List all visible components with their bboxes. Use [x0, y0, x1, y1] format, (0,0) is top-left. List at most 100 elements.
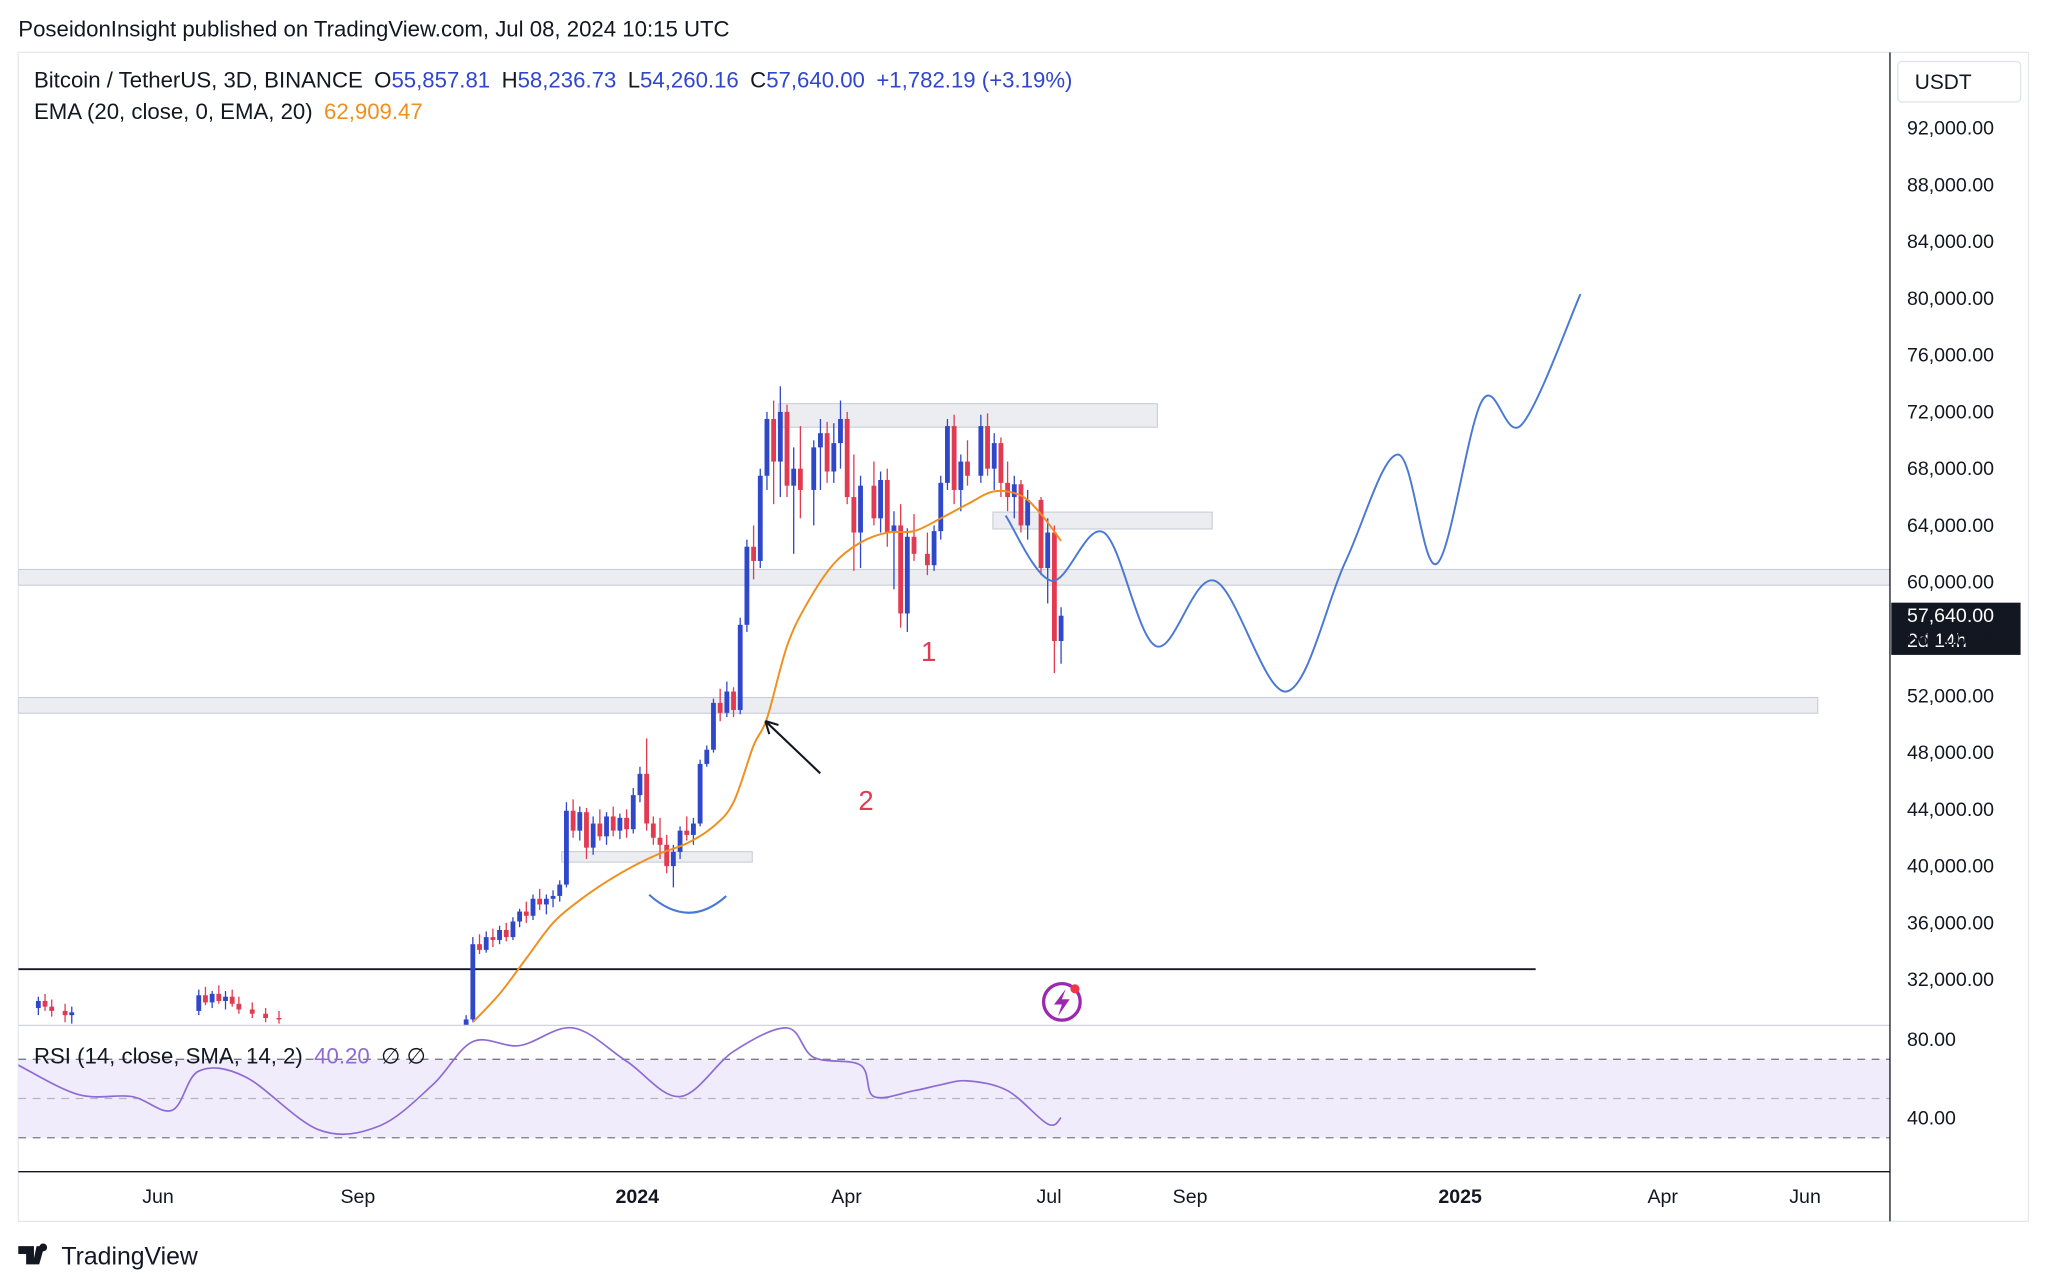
candle-body — [1058, 615, 1064, 642]
candle-body — [1038, 499, 1044, 569]
candle-body — [818, 433, 823, 448]
candle-body — [985, 426, 990, 469]
rsi-lines — [18, 1027, 1062, 1136]
candle-body — [771, 418, 777, 462]
candle-body — [931, 531, 937, 566]
ohlc-key: C — [750, 68, 766, 93]
y-tick-label: 48,000.00 — [1907, 742, 1994, 764]
y-tick-label: 84,000.00 — [1907, 231, 1994, 253]
chart-frame — [17, 51, 2030, 1222]
symbol-legend: Bitcoin / TetherUS, 3D, BINANCE O55,857.… — [34, 68, 1072, 93]
annotation: 2 — [858, 785, 873, 816]
currency-button[interactable] — [1897, 60, 2022, 103]
y-tick-label: 40,000.00 — [1907, 856, 1994, 878]
candle-body — [196, 995, 202, 1011]
x-tick-label: Sep — [1173, 1186, 1208, 1208]
candle-body — [604, 816, 609, 837]
candle-body — [463, 1019, 469, 1026]
candle-body — [69, 1012, 75, 1016]
candle-body — [911, 536, 917, 554]
x-tick-label: Jun — [142, 1186, 174, 1208]
series-line — [472, 489, 1062, 1023]
candle-body — [42, 1000, 48, 1007]
candle-body — [1011, 484, 1017, 498]
y-tick-label: 32,000.00 — [1907, 969, 1994, 991]
y-tick-label: 92,000.00 — [1907, 118, 1994, 140]
zone — [18, 568, 1890, 586]
candle-body — [477, 944, 482, 950]
zone — [777, 403, 1158, 428]
candle-body — [236, 1003, 242, 1010]
candle-body — [670, 851, 676, 867]
candle-body — [677, 830, 683, 852]
ohlc-value: 57,640.00 — [766, 68, 865, 93]
y-tick-label: 44,000.00 — [1907, 799, 1994, 821]
candle-body — [791, 468, 797, 486]
candle-body — [811, 447, 817, 490]
candle-body — [517, 911, 523, 922]
candle-body — [263, 1013, 269, 1019]
candle-body — [483, 937, 489, 950]
candle-body — [597, 823, 603, 837]
rsi-pane — [18, 1058, 1890, 1139]
candle-body — [657, 837, 663, 845]
rsi-tick-label: 80.00 — [1907, 1029, 1956, 1051]
candle-body — [630, 795, 636, 830]
candle-body — [62, 1010, 68, 1016]
candle-body — [223, 996, 228, 1001]
candle-body — [904, 536, 910, 614]
candle-body — [731, 691, 736, 710]
rsi-value: 40.20 — [314, 1043, 370, 1068]
candle-body — [1051, 532, 1057, 642]
candle-body — [777, 411, 783, 462]
last-price-tag: 57,640.00 2d 14h — [1891, 602, 2021, 655]
arrow — [764, 720, 821, 775]
y-tick-label: 88,000.00 — [1907, 174, 1994, 196]
candle-body — [744, 546, 750, 625]
candle-body — [831, 443, 837, 472]
x-tick-label: Apr — [1647, 1186, 1678, 1208]
candle-body — [704, 749, 710, 764]
ohlc-key: L — [628, 68, 640, 93]
candle-body — [209, 993, 215, 1003]
y-tick-label: 60,000.00 — [1907, 572, 1994, 594]
rsi-name: RSI (14, close, SMA, 14, 2) — [34, 1043, 303, 1068]
publish-header: PoseidonInsight published on TradingView… — [18, 17, 729, 42]
candle-body — [717, 702, 723, 713]
candles — [35, 386, 1064, 1026]
series-line — [1004, 293, 1582, 693]
candle-body — [898, 525, 904, 614]
ohlc-key: O — [374, 68, 391, 93]
rsi-legend: RSI (14, close, SMA, 14, 2) 40.20 ∅ ∅ — [34, 1043, 426, 1068]
candle-body — [564, 810, 569, 885]
candle-body — [951, 426, 957, 490]
zone — [561, 851, 753, 863]
candle-body — [503, 929, 509, 938]
zone — [18, 696, 1819, 714]
ohlc-key: H — [502, 68, 518, 93]
candle-body — [924, 553, 930, 566]
x-tick-label: 2025 — [1438, 1186, 1482, 1208]
candle-body — [577, 812, 583, 831]
candle-body — [945, 426, 950, 483]
candle-body — [858, 485, 863, 533]
candle-body — [35, 1000, 41, 1009]
ohlc-value: 54,260.16 — [640, 68, 739, 93]
candle-body — [249, 1009, 255, 1014]
symbol: Bitcoin / TetherUS, 3D, BINANCE — [34, 68, 363, 93]
footer-brand: TradingView — [61, 1243, 198, 1270]
ohlc-value: 58,236.73 — [518, 68, 617, 93]
y-tick-label: 68,000.00 — [1907, 458, 1994, 480]
candle-body — [49, 1006, 55, 1011]
zones — [18, 403, 1890, 971]
countdown: 2d 14h — [1907, 630, 1967, 652]
candle-body — [838, 418, 843, 444]
candle-body — [624, 817, 629, 830]
candle-body — [824, 433, 830, 472]
currency-label[interactable]: USDT — [1915, 71, 1972, 94]
y-tick-label: 76,000.00 — [1907, 345, 1994, 367]
candle-body — [1025, 499, 1031, 526]
candle-body — [891, 525, 897, 533]
candle-body — [724, 691, 730, 713]
